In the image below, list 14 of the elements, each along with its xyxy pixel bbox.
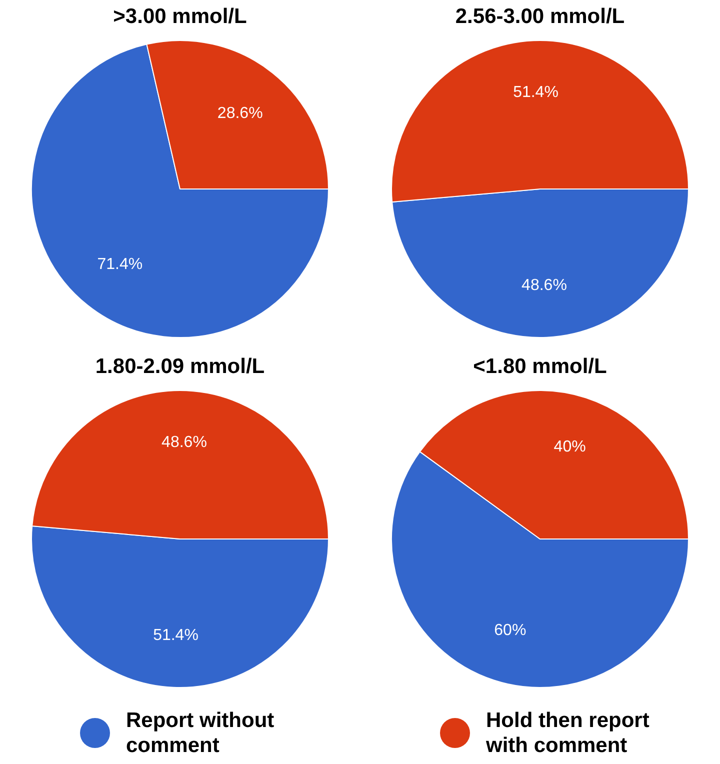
chart-title: 1.80-2.09 mmol/L (94, 354, 266, 380)
data-label: 60% (494, 622, 526, 640)
chart-title: >3.00 mmol/L (112, 4, 248, 30)
data-label: 51.4% (153, 626, 198, 644)
chart-title: 2.56-3.00 mmol/L (454, 4, 626, 30)
chart-title: <1.80 mmol/L (472, 354, 608, 380)
data-label: 51.4% (513, 84, 558, 101)
data-label: 28.6% (217, 104, 263, 122)
legend-label: Hold then report with comment (486, 708, 650, 758)
data-label: 48.6% (522, 276, 567, 294)
data-label: 71.4% (97, 256, 143, 273)
data-label: 40% (554, 438, 586, 456)
legend-label: Report without comment (126, 708, 276, 758)
data-label: 48.6% (162, 434, 207, 451)
